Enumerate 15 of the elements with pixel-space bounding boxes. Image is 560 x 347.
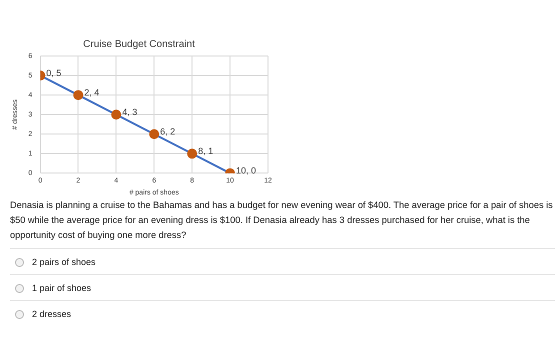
text: 1 pair of shoes [32, 283, 92, 293]
point [187, 148, 198, 159]
point [111, 110, 122, 120]
chart-title: Cruise Budget Constraint [83, 38, 196, 50]
data-label: 6, 2 [160, 126, 176, 137]
data-label: 10, 0 [236, 166, 256, 176]
text: 2 pairs of shoes [32, 257, 96, 267]
data-label: 0, 5 [46, 68, 62, 78]
point [149, 129, 160, 140]
data-label: 2, 4 [84, 88, 100, 98]
data-label: 8, 1 [198, 146, 214, 156]
point [73, 90, 84, 100]
text: 2 dresses [32, 309, 72, 319]
text: Denasia is planning a cruise to the Bahamas and has a budget for new evening wear of $400. The average price for a pair of shoes is $50 while the average price for an evening dress is $100. If Denasia already has 3 dresses purchased for her cruise, what is the opportunity cost of buying one more dress? [10, 199, 554, 242]
data-label: 4, 3 [122, 107, 138, 118]
